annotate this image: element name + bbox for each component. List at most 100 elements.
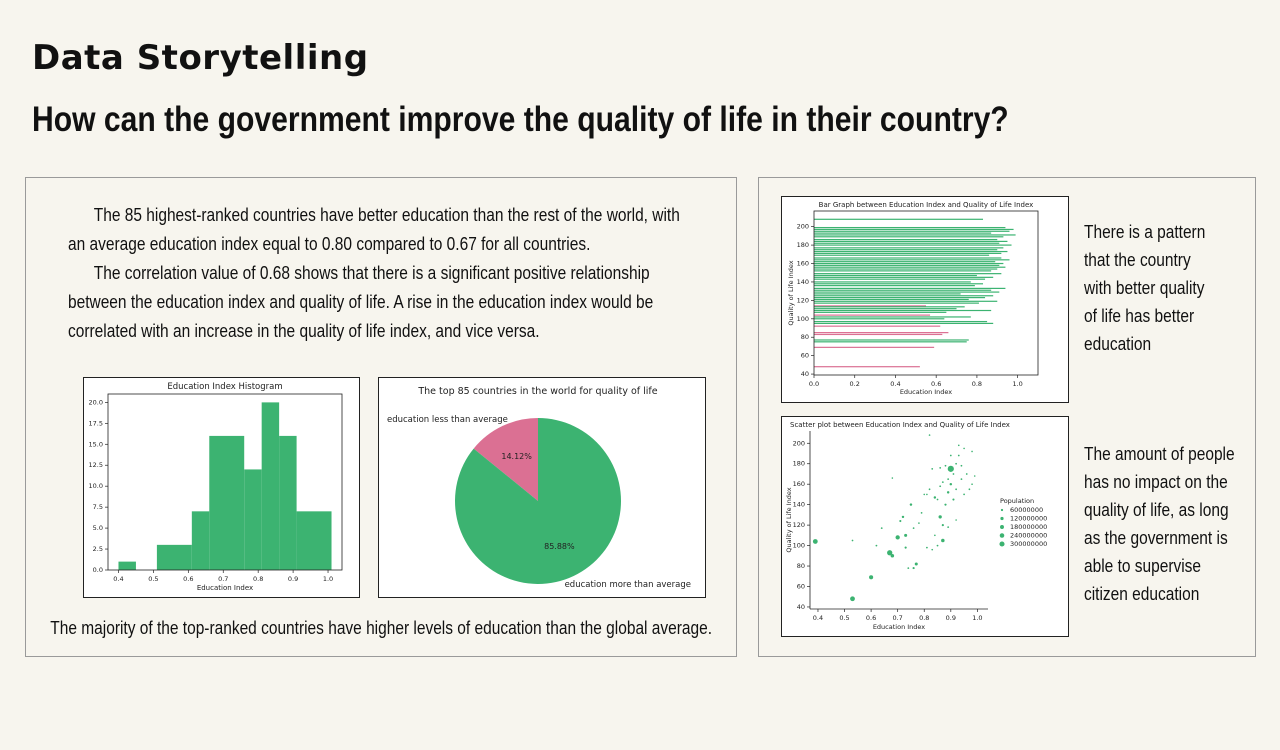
bar-graph-bar — [814, 314, 931, 316]
bar-graph-xtick-label: 1.0 — [1012, 380, 1022, 388]
scatter-ytick-label: 80 — [797, 562, 805, 570]
histogram-ytick-label: 10.0 — [89, 482, 103, 490]
scatter-xlabel: Education Index — [873, 623, 925, 631]
bar-graph-bar — [814, 285, 975, 287]
pie-chart: The top 85 countries in the world for qu… — [378, 377, 706, 598]
scatter-point — [928, 434, 931, 436]
scatter-point — [941, 538, 945, 543]
bar-graph-bar — [814, 289, 992, 291]
scatter-xtick-label: 0.9 — [946, 614, 956, 622]
scatter-point — [926, 493, 928, 496]
scatter-point — [947, 478, 950, 480]
histogram-title: Education Index Histogram — [167, 382, 282, 392]
scatter-xtick-label: 1.0 — [972, 614, 982, 622]
scatter-point — [875, 544, 878, 547]
scatter-point — [936, 544, 939, 547]
histogram-xlabel: Education Index — [197, 584, 253, 592]
scatter-ytick-label: 140 — [793, 501, 805, 509]
scatter-point — [812, 539, 818, 544]
bar-graph-bar — [814, 316, 971, 318]
scatter-insight-text: The amount of people has no impact on th… — [1084, 444, 1235, 604]
bar-graph-bar — [814, 297, 986, 299]
histogram-bar — [261, 402, 280, 570]
scatter-point — [938, 515, 942, 519]
bar-graph-bar — [814, 236, 1004, 238]
scatter-point — [931, 467, 934, 470]
scatter-xtick-label: 0.7 — [892, 614, 902, 622]
bar-graph-bar — [814, 298, 969, 301]
scatter-point — [955, 519, 957, 521]
bar-graph-bar — [814, 273, 1002, 275]
scatter-legend-marker — [999, 533, 1005, 538]
scatter-svg: Scatter plot between Education Index and… — [785, 421, 1047, 631]
histogram-xtick-label: 0.6 — [183, 575, 193, 583]
narrative-text: The 85 highest-ranked countries have bet… — [68, 201, 687, 346]
bar-graph-bar — [814, 270, 992, 272]
scatter-legend-marker — [999, 541, 1005, 547]
bar-graph-bar — [814, 247, 1004, 249]
bar-graph-ytick-label: 120 — [797, 296, 809, 304]
scatter-legend-label: 180000000 — [1010, 523, 1047, 531]
bar-graph-bar — [814, 295, 994, 297]
scatter-point — [963, 447, 965, 450]
scatter-point — [912, 527, 915, 530]
bar-graph-bar — [814, 320, 988, 323]
bar-graph-bar — [814, 306, 965, 308]
bar-graph-ylabel: Quality of Life Index — [787, 260, 795, 325]
bar-graph-bar — [814, 276, 994, 278]
bar-graph-xtick-label: 0.6 — [931, 380, 941, 388]
scatter-title: Scatter plot between Education Index and… — [790, 421, 1010, 429]
bar-graph-bar — [814, 266, 1006, 268]
histogram-xtick-label: 0.8 — [253, 575, 263, 583]
scatter-point — [944, 464, 947, 467]
scatter-point — [936, 498, 939, 501]
scatter-point — [968, 488, 971, 491]
bar-graph-bar — [814, 309, 992, 312]
scatter-point — [869, 575, 874, 580]
scatter-point — [923, 493, 926, 496]
bar-graph-bar — [814, 242, 1000, 244]
scatter-point — [931, 548, 934, 551]
scatter-ytick-label: 60 — [797, 582, 805, 590]
bar-graph-bar — [814, 311, 947, 313]
histogram-xtick-label: 1.0 — [323, 575, 333, 583]
scatter-point — [944, 503, 947, 506]
scatter-legend-label: 300000000 — [1010, 540, 1047, 548]
bar-graph-frame — [813, 210, 1039, 376]
bar-graph-bar — [814, 274, 977, 277]
histogram-bar — [209, 435, 245, 570]
scatter-point — [890, 554, 895, 558]
histogram-bar — [118, 561, 136, 570]
pie-slice — [455, 418, 621, 584]
histogram-bar — [244, 469, 262, 570]
pie-pct-label: 14.12% — [501, 452, 532, 461]
scatter-ytick-label: 100 — [793, 542, 805, 550]
bar-graph-bar — [814, 268, 998, 270]
scatter-point — [912, 567, 915, 570]
bar-graph-bar — [814, 254, 990, 256]
scatter-point — [920, 511, 923, 514]
pie-label-more: education more than average — [565, 580, 691, 590]
narrative-paragraph-1: The 85 highest-ranked countries have bet… — [68, 205, 680, 254]
scatter-point — [928, 488, 931, 491]
bar-graph-ytick-label: 100 — [797, 315, 809, 323]
histogram-ytick-label: 20.0 — [89, 398, 103, 406]
bar-graph-bar — [814, 287, 1006, 289]
bar-graph-ytick-label: 140 — [797, 278, 809, 286]
scatter-point — [904, 533, 908, 537]
histogram-xtick-label: 0.5 — [148, 575, 158, 583]
scatter-point — [957, 454, 960, 457]
pie-svg: The top 85 countries in the world for qu… — [387, 386, 691, 590]
scatter-ytick-label: 120 — [793, 521, 805, 529]
scatter-point — [955, 462, 957, 465]
pie-title: The top 85 countries in the world for qu… — [417, 386, 657, 397]
bar-graph-xtick-label: 0.4 — [890, 380, 900, 388]
scatter-point — [880, 527, 883, 530]
scatter-ytick-label: 40 — [797, 603, 805, 611]
right-panel: Bar Graph between Education Index and Qu… — [758, 177, 1256, 657]
bar-graph-bar — [814, 366, 920, 368]
bar-graph-bar — [814, 283, 984, 285]
histogram-ytick-label: 7.5 — [93, 503, 103, 511]
bar-graph-bar — [814, 252, 1002, 254]
bar-graph-xlabel: Education Index — [900, 388, 952, 396]
